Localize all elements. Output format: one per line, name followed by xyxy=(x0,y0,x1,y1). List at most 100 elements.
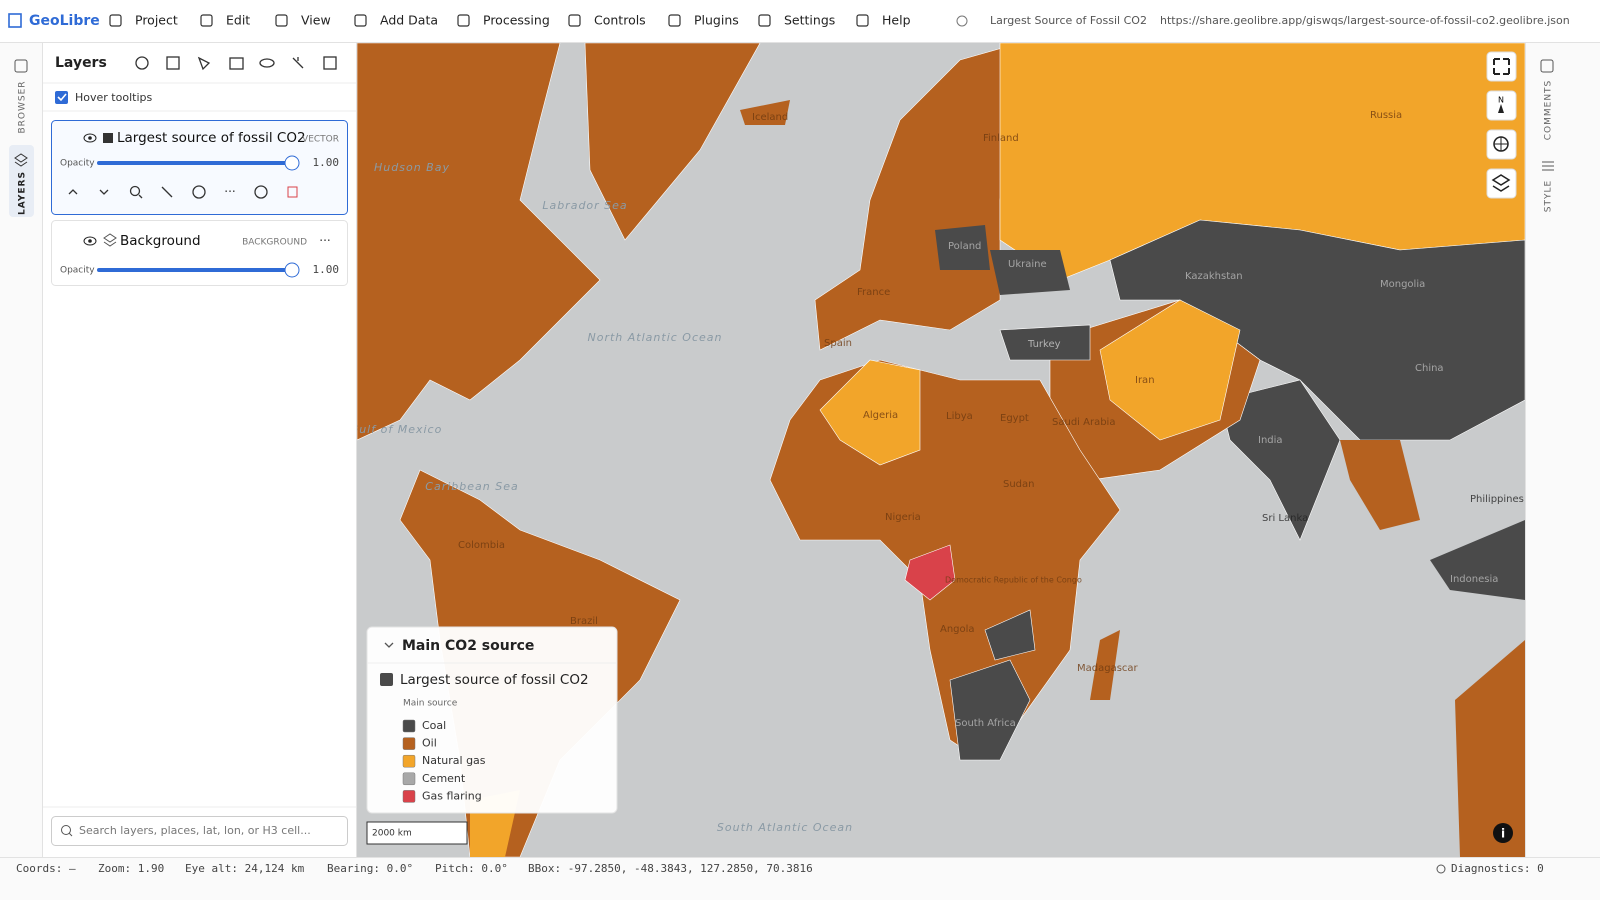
menu-item[interactable]: View xyxy=(301,13,331,28)
scale-bar xyxy=(366,821,468,845)
menu-icon xyxy=(568,14,581,27)
legend-swatch xyxy=(402,772,416,786)
menu-icon xyxy=(856,14,869,27)
menu-item[interactable]: Edit xyxy=(226,13,250,28)
search-placeholder[interactable]: Search layers, places, lat, lon, or H3 c… xyxy=(79,824,311,837)
map-label: South Atlantic Ocean xyxy=(717,821,853,834)
menu-item[interactable]: Controls xyxy=(594,13,646,28)
tab[interactable]: LAYERS xyxy=(18,171,28,215)
map-label: Brazil xyxy=(570,616,598,627)
map-label: Caribbean Sea xyxy=(425,480,518,493)
legend-swatch xyxy=(402,790,416,803)
status-item: BBox: -97.2850, -48.3843, 127.2850, 70.3… xyxy=(528,862,813,875)
tab[interactable]: STYLE xyxy=(1544,180,1554,212)
status-item: Eye alt: 24,124 km xyxy=(185,862,305,875)
map-label: Democratic Republic of the Congo xyxy=(945,576,1082,585)
search-box[interactable] xyxy=(51,816,348,846)
svg-text:···: ··· xyxy=(319,234,330,248)
status-item: Pitch: 0.0° xyxy=(435,862,508,875)
svg-text:i: i xyxy=(1501,827,1505,841)
map-label: Indonesia xyxy=(1450,574,1498,585)
svg-text:···: ··· xyxy=(224,185,235,199)
svg-text:N: N xyxy=(1498,96,1504,105)
status-item: Coords: — xyxy=(16,862,76,875)
map-label: Kazakhstan xyxy=(1185,271,1243,282)
legend-title: Main CO2 source xyxy=(402,638,534,654)
map: Hudson Bay Labrador Sea North Atlantic O… xyxy=(350,42,1526,858)
map-label: North Atlantic Ocean xyxy=(588,331,723,344)
opacity-label: Opacity xyxy=(60,266,95,276)
map-label: South Africa xyxy=(955,718,1016,729)
menu-item[interactable]: Add Data xyxy=(380,13,438,28)
tab[interactable]: BROWSER xyxy=(18,80,28,133)
map-label: Turkey xyxy=(1027,339,1061,350)
map-label: Libya xyxy=(946,411,973,422)
tab[interactable]: COMMENTS xyxy=(1544,80,1554,141)
map-label: Mongolia xyxy=(1380,279,1425,290)
map-label: Saudi Arabia xyxy=(1052,417,1115,428)
map-controls[interactable]: N i xyxy=(1486,51,1517,843)
legend-label: Cement xyxy=(422,772,466,785)
map-label: India xyxy=(1258,435,1283,446)
menu-item[interactable]: Settings xyxy=(784,13,835,28)
legend: Main CO2 source Largest source of fossil… xyxy=(366,626,618,814)
map-label: Spain xyxy=(824,338,852,349)
menu-icon xyxy=(275,14,288,27)
menu-item[interactable]: Processing xyxy=(483,13,550,28)
map-label: Nigeria xyxy=(885,512,921,523)
top-bar xyxy=(0,0,1600,43)
menu-item[interactable]: Plugins xyxy=(694,13,739,28)
opacity-label: Opacity xyxy=(60,159,95,169)
map-label: Labrador Sea xyxy=(542,199,627,212)
collapse-icon[interactable] xyxy=(384,642,394,648)
menu-icon xyxy=(457,14,470,27)
menu-item[interactable]: Help xyxy=(882,13,911,28)
legend-label: Gas flaring xyxy=(422,789,482,802)
map-label: Madagascar xyxy=(1077,663,1139,674)
opacity-value: 1.00 xyxy=(313,263,340,276)
project-url[interactable]: https://share.geolibre.app/giswqs/larges… xyxy=(1160,14,1570,27)
layers-panel: Layers Hover tooltips Largest source of … xyxy=(43,43,357,857)
map-label: Poland xyxy=(948,241,981,252)
status-item: Bearing: 0.0° xyxy=(327,862,413,875)
map-label: Russia xyxy=(1370,110,1402,121)
status-item: Diagnostics: 0 xyxy=(1451,862,1544,875)
status-bar xyxy=(0,857,1600,900)
panel-title: Layers xyxy=(55,55,107,71)
layer-kind: VECTOR xyxy=(302,135,339,145)
map-label: Algeria xyxy=(863,410,898,421)
right-tabs xyxy=(1525,43,1600,857)
menu-icon xyxy=(109,14,122,27)
map-label: Egypt xyxy=(1000,413,1029,424)
checkbox[interactable] xyxy=(55,91,68,104)
map-label: France xyxy=(857,287,890,298)
legend-label: Oil xyxy=(422,737,437,750)
layer-name[interactable]: Background xyxy=(120,233,201,249)
map-label: China xyxy=(1415,363,1444,374)
scale-label: 2000 km xyxy=(372,829,412,839)
opacity-value: 1.00 xyxy=(313,156,340,169)
layer-card[interactable] xyxy=(51,120,348,215)
layer-card[interactable] xyxy=(51,220,348,286)
checkbox-label[interactable]: Hover tooltips xyxy=(75,91,152,104)
map-label: Sri Lanka xyxy=(1262,513,1308,524)
map-label: Colombia xyxy=(458,540,505,551)
slider[interactable] xyxy=(284,155,300,171)
slider[interactable] xyxy=(284,262,300,278)
legend-swatch xyxy=(402,754,416,768)
menu-item[interactable]: Project xyxy=(135,13,178,28)
menu-icon xyxy=(354,14,367,27)
legend-label: Coal xyxy=(422,719,446,732)
legend-layer: Largest source of fossil CO2 xyxy=(400,672,589,688)
map-label: Gulf of Mexico xyxy=(350,423,443,436)
layer-name[interactable]: Largest source of fossil CO2 xyxy=(117,130,306,146)
legend-subtitle: Main source xyxy=(403,699,458,709)
legend-label: Natural gas xyxy=(422,754,486,767)
map-label: Hudson Bay xyxy=(374,161,450,174)
app-name[interactable]: GeoLibre xyxy=(29,13,100,29)
map-label: Angola xyxy=(940,624,975,635)
map-label: Ukraine xyxy=(1008,259,1047,270)
project-title: Largest Source of Fossil CO2 xyxy=(990,14,1147,27)
map-label: Iran xyxy=(1135,375,1155,386)
